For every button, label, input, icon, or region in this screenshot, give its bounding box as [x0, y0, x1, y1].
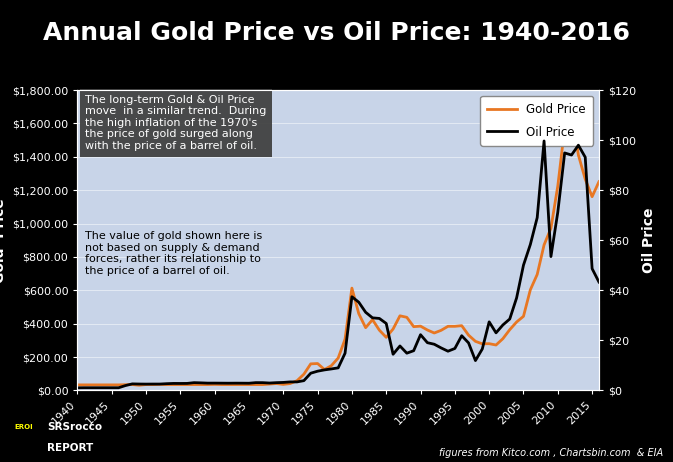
- Gold Price: [293, 378, 301, 383]
- Line: Oil Price: Oil Price: [77, 141, 599, 388]
- Text: Annual Gold Price vs Oil Price: 1940-2016: Annual Gold Price vs Oil Price: 1940-201…: [43, 21, 630, 45]
- Text: 🇺🇸: 🇺🇸: [17, 440, 30, 450]
- Gold Price: [252, 382, 260, 387]
- Oil Price: [73, 385, 81, 390]
- Text: figures from Kitco.com , Chartsbin.com  & EIA: figures from Kitco.com , Chartsbin.com &…: [439, 448, 663, 458]
- Oil Price: [300, 378, 308, 383]
- Text: SRSrocco: SRSrocco: [47, 422, 102, 432]
- Text: The long-term Gold & Oil Price
move  in a similar trend.  During
the high inflat: The long-term Gold & Oil Price move in a…: [85, 95, 267, 151]
- Text: The value of gold shown here is
not based on supply & demand
forces, rather its : The value of gold shown here is not base…: [85, 231, 262, 276]
- Gold Price: [183, 382, 191, 387]
- Y-axis label: Oil Price: Oil Price: [641, 207, 656, 273]
- Text: EROI: EROI: [14, 425, 33, 431]
- Oil Price: [595, 280, 603, 285]
- Text: REPORT: REPORT: [47, 443, 94, 453]
- Oil Price: [286, 379, 294, 385]
- Gold Price: [595, 179, 603, 184]
- Gold Price: [307, 361, 315, 367]
- Gold Price: [567, 109, 575, 115]
- Oil Price: [252, 380, 260, 385]
- Oil Price: [540, 138, 548, 144]
- Gold Price: [368, 317, 376, 322]
- Gold Price: [73, 382, 81, 388]
- Line: Gold Price: Gold Price: [77, 112, 599, 385]
- Oil Price: [361, 310, 369, 315]
- Gold Price: [258, 382, 267, 387]
- Gold Price: [135, 383, 143, 388]
- Legend: Gold Price, Oil Price: Gold Price, Oil Price: [481, 96, 593, 146]
- Y-axis label: Gold  Price: Gold Price: [0, 198, 7, 283]
- Oil Price: [176, 381, 184, 386]
- Oil Price: [245, 381, 253, 386]
